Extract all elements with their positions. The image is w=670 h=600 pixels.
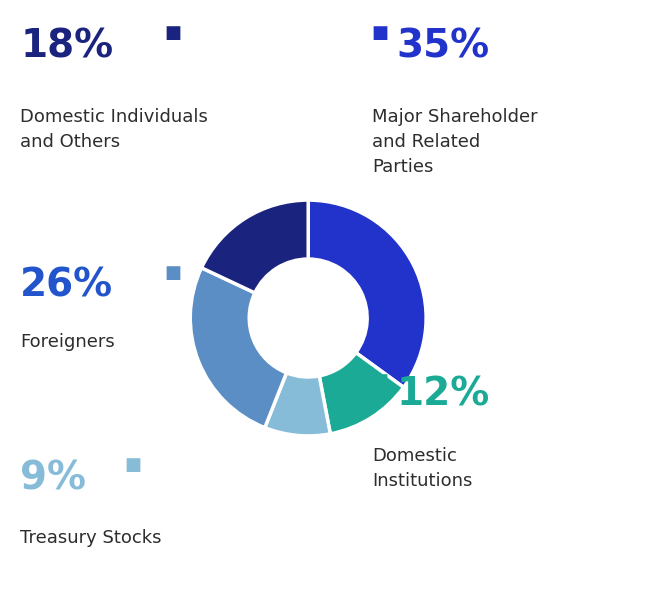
Text: Foreigners: Foreigners — [20, 333, 115, 351]
Wedge shape — [202, 200, 308, 293]
Text: Domestic Individuals
and Others: Domestic Individuals and Others — [20, 108, 208, 151]
Text: Major Shareholder
and Related
Parties: Major Shareholder and Related Parties — [372, 108, 537, 176]
Text: ■: ■ — [164, 264, 181, 282]
Wedge shape — [190, 268, 287, 428]
Wedge shape — [319, 353, 403, 434]
Text: ■: ■ — [164, 24, 181, 42]
Text: 18%: 18% — [20, 27, 113, 65]
Text: 9%: 9% — [20, 459, 86, 497]
Wedge shape — [308, 200, 426, 388]
Wedge shape — [265, 373, 330, 436]
Text: Domestic
Institutions: Domestic Institutions — [372, 447, 472, 490]
Text: 35%: 35% — [397, 27, 490, 65]
Text: Treasury Stocks: Treasury Stocks — [20, 529, 161, 547]
Text: 12%: 12% — [397, 375, 490, 413]
Text: 26%: 26% — [20, 267, 113, 305]
Text: ■: ■ — [124, 456, 141, 474]
Text: ■: ■ — [372, 372, 389, 390]
Text: ■: ■ — [372, 24, 389, 42]
